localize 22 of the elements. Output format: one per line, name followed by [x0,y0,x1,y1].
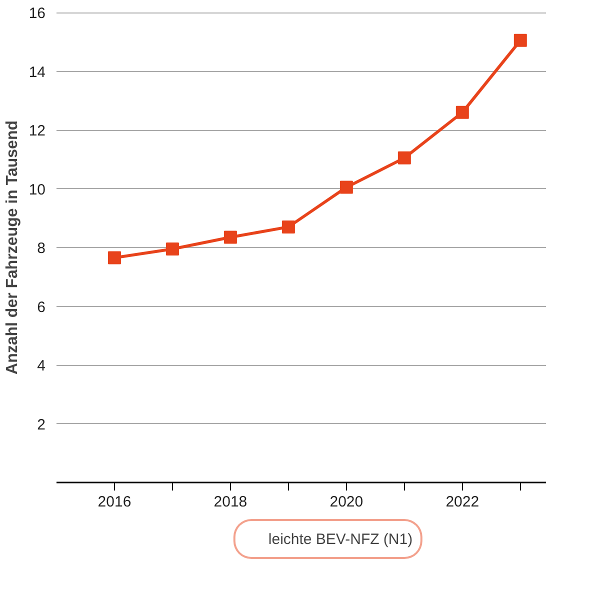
y-axis-title: Anzahl der Fahrzeuge in Tausend [4,120,21,374]
x-tick-label: 2022 [446,494,480,510]
y-tick-label: 10 [28,181,46,198]
y-tick-label: 12 [28,122,46,140]
y-tick-label: 6 [37,298,46,316]
point [282,220,295,234]
point [456,106,469,119]
x-tick-label: 2020 [330,494,364,510]
point [166,242,179,256]
y-tick-label: 2 [37,416,46,434]
y-tick-label: 16 [28,5,46,22]
y-tick-label: 14 [28,64,46,81]
y-tick-label: 4 [37,358,46,374]
point [224,230,237,244]
y-tick-label: 8 [37,240,46,257]
point [398,151,411,164]
x-tick-label: 2016 [98,494,132,510]
text: leichte BEV-NFZ (N1) [268,530,413,548]
point [514,34,527,47]
point [340,180,353,194]
x-tick-label: 2018 [214,494,248,510]
point [108,251,121,264]
